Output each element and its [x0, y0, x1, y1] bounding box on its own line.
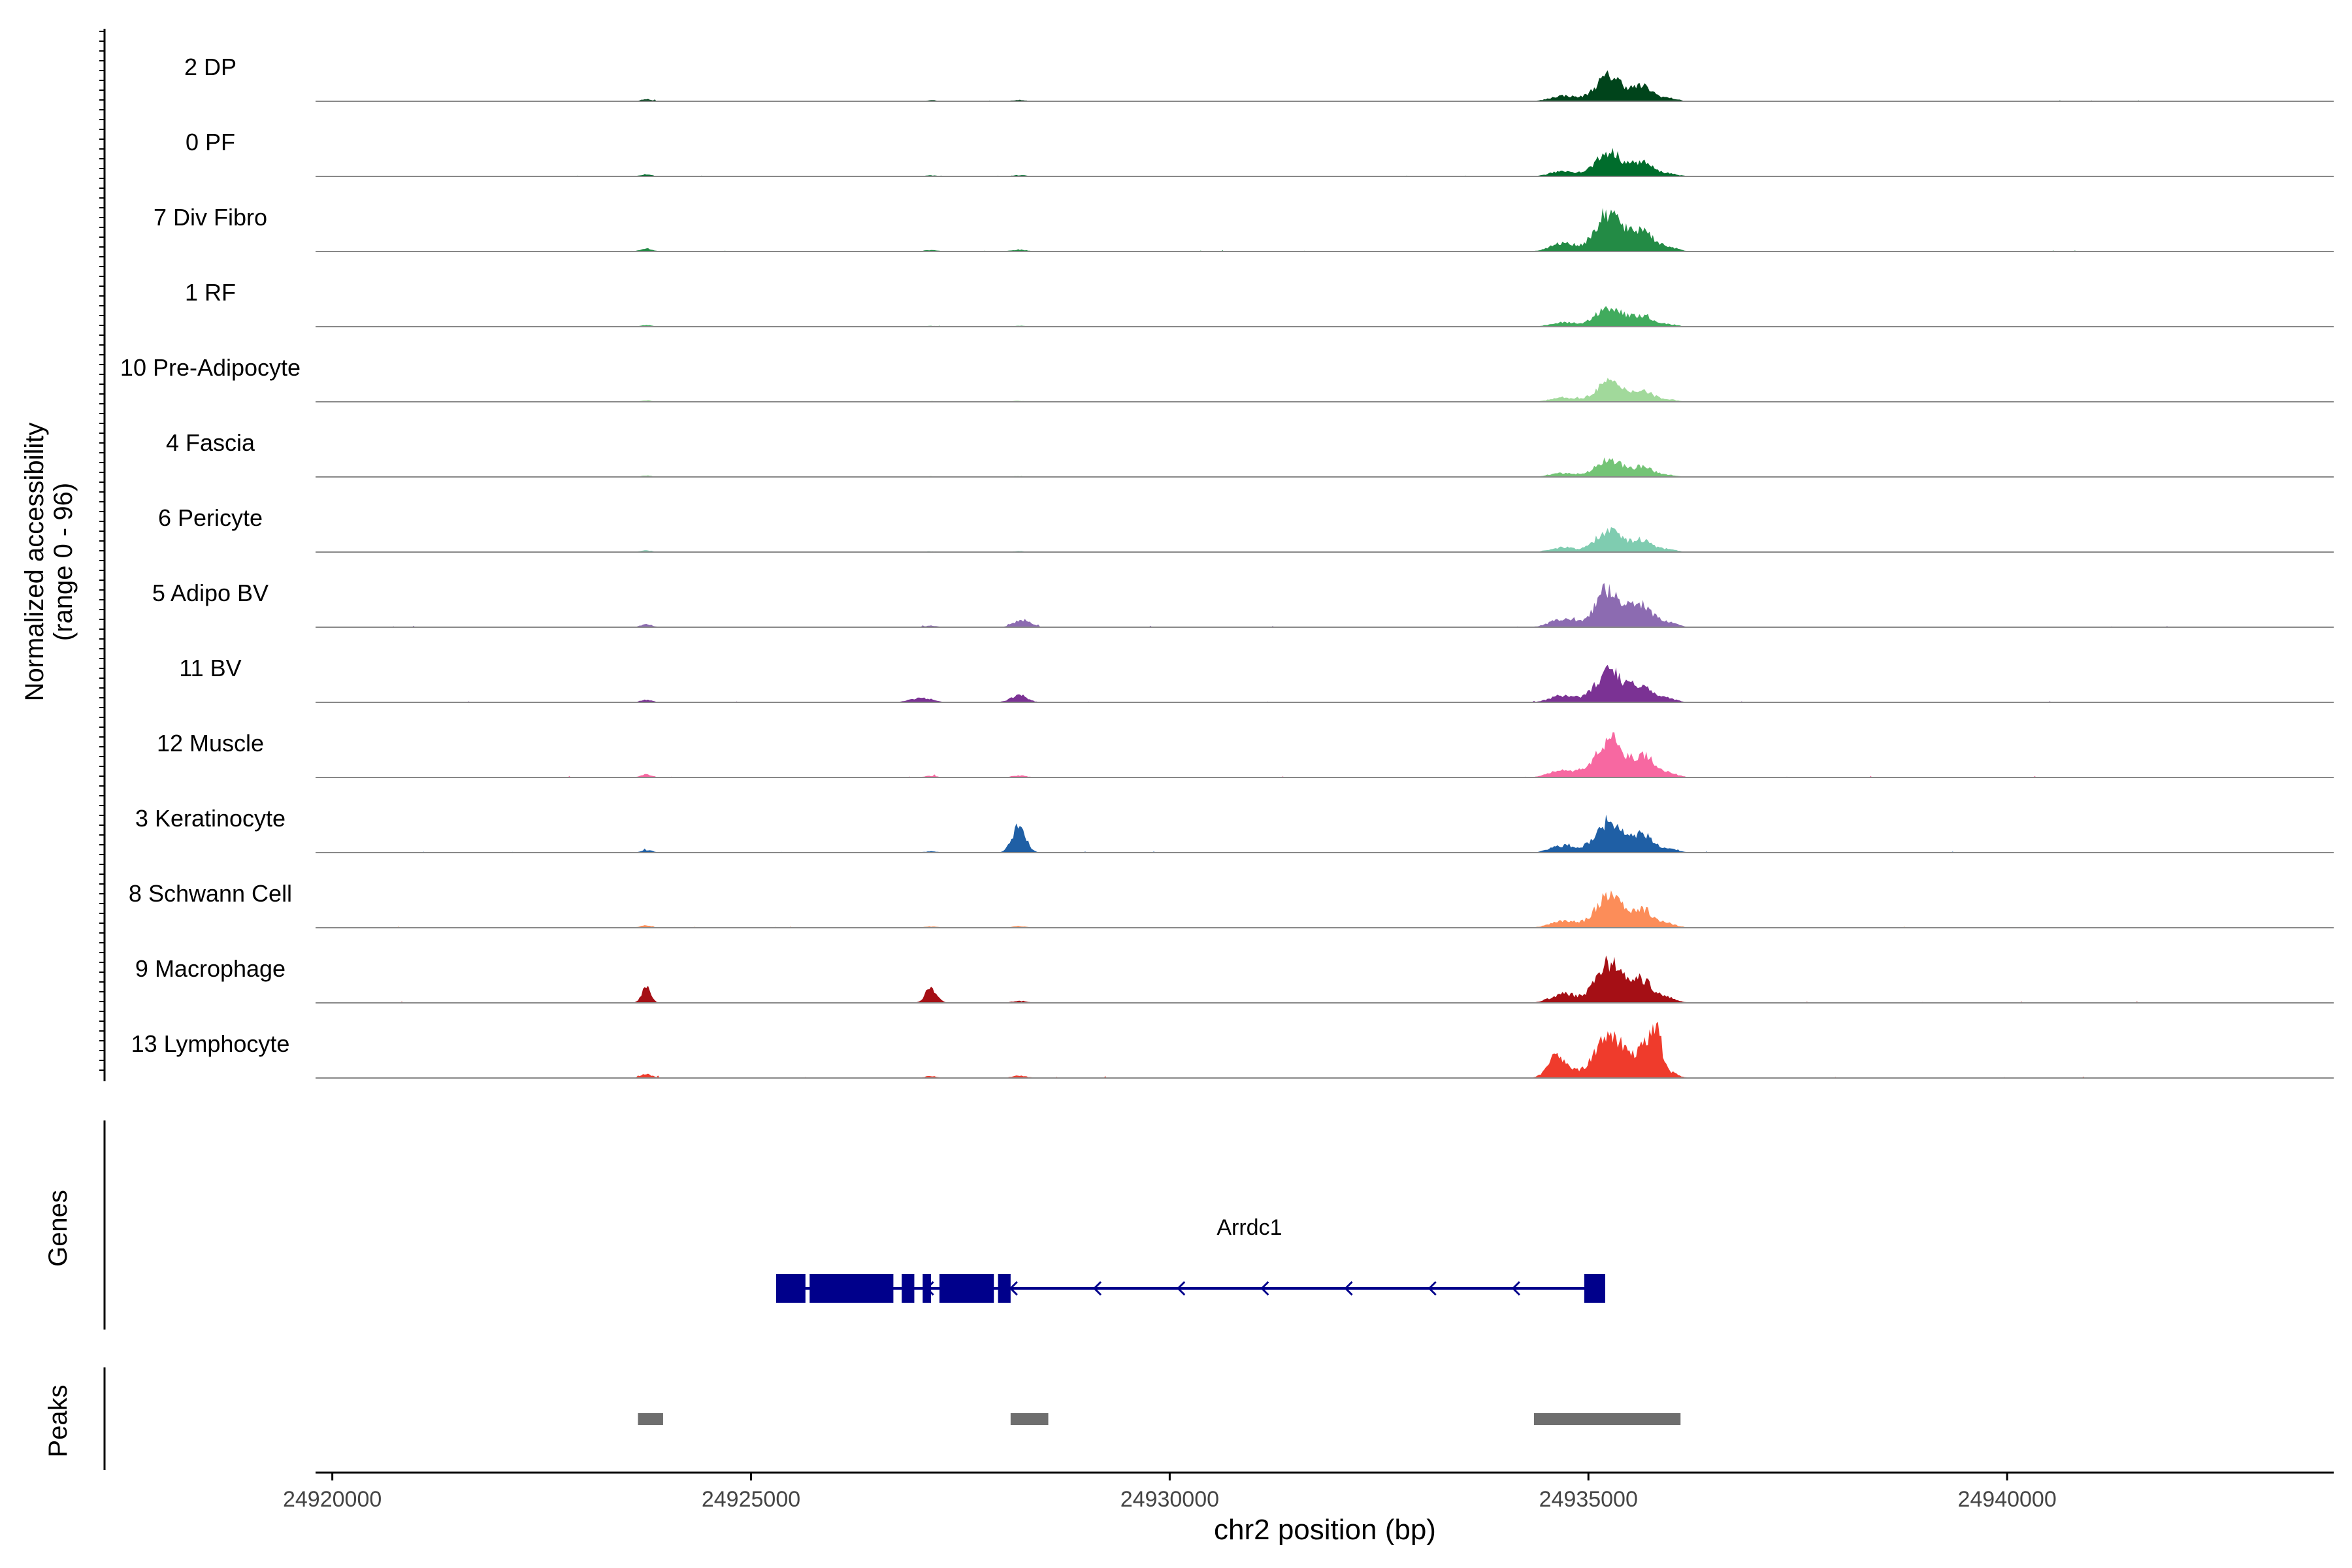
strand-arrow: [1009, 1281, 1018, 1296]
exon-2: [902, 1274, 915, 1303]
y-axis-range-label: (range 0 - 96): [49, 483, 78, 641]
gene-name-label: Arrdc1: [1217, 1215, 1282, 1240]
track-label-0: 2 DP: [184, 54, 237, 80]
coverage-area-9: [361, 732, 2192, 777]
track-label-11: 8 Schwann Cell: [129, 880, 292, 907]
coverage-area-6: [361, 527, 2192, 552]
coverage-area-8: [361, 664, 2192, 702]
x-tick-label-2: 24930000: [1120, 1487, 1219, 1512]
x-axis: 24920000 24925000 24930000 24935000 24940000: [283, 1471, 2334, 1512]
track-label-2: 7 Div Fibro: [154, 204, 267, 231]
track-label-3: 1 RF: [185, 279, 236, 306]
coverage-area-3: [361, 306, 2192, 327]
coverage-area-13: [361, 1021, 2192, 1078]
exon-6: [1584, 1274, 1605, 1303]
strand-arrow: [1092, 1281, 1102, 1296]
exon-0: [776, 1274, 806, 1303]
coverage-area-5: [361, 457, 2192, 477]
peak-region-1: [1010, 1413, 1049, 1425]
coverage-area-7: [361, 583, 2192, 627]
exon-1: [809, 1274, 894, 1303]
track-label-8: 11 BV: [179, 655, 241, 681]
exon-5: [998, 1274, 1011, 1303]
peaks-axis-label: Peaks: [44, 1384, 73, 1457]
track-label-5: 4 Fascia: [166, 429, 255, 456]
coverage-area-2: [361, 208, 2192, 252]
track-label-6: 6 Pericyte: [158, 504, 263, 531]
peak-region-2: [1533, 1413, 1681, 1425]
exon-3: [923, 1274, 932, 1303]
x-axis-label: chr2 position (bp): [1214, 1514, 1436, 1546]
coverage-area-11: [361, 890, 2192, 928]
genes-axis-label: Genes: [44, 1190, 73, 1267]
track-label-1: 0 PF: [186, 129, 235, 155]
track-label-7: 5 Adipo BV: [152, 580, 269, 606]
coverage-area-0: [361, 70, 2192, 101]
strand-arrow: [1177, 1281, 1186, 1296]
accessibility-axis: [99, 29, 106, 1081]
x-tick-label-4: 24940000: [1957, 1487, 2056, 1512]
x-tick-label-0: 24920000: [283, 1487, 382, 1512]
coverage-area-4: [361, 378, 2192, 402]
track-label-4: 10 Pre-Adipocyte: [120, 354, 301, 381]
x-tick-label-3: 24935000: [1539, 1487, 1638, 1512]
coverage-tracks: 2 DP 0 PF 7 Div Fibro 1 RF 10 Pre-Adipocyte 4…: [120, 54, 2334, 1079]
track-label-10: 3 Keratinocyte: [135, 805, 286, 832]
strand-arrow: [1344, 1281, 1353, 1296]
strand-arrow: [1511, 1281, 1520, 1296]
peaks-panel: [103, 1367, 1681, 1470]
strand-arrow: [1428, 1281, 1437, 1296]
coverage-area-12: [361, 955, 2192, 1003]
peak-region-0: [638, 1413, 663, 1425]
y-axis-label: Normalized accessibility: [20, 423, 49, 702]
track-label-12: 9 Macrophage: [135, 955, 286, 982]
genes-panel: Arrdc1: [103, 1120, 1605, 1330]
coverage-area-10: [361, 814, 2192, 853]
track-label-9: 12 Muscle: [157, 730, 264, 757]
strand-arrow: [1260, 1281, 1269, 1296]
track-label-13: 13 Lymphocyte: [131, 1030, 290, 1057]
coverage-area-1: [361, 148, 2192, 176]
x-tick-label-1: 24925000: [702, 1487, 800, 1512]
exon-4: [939, 1274, 994, 1303]
